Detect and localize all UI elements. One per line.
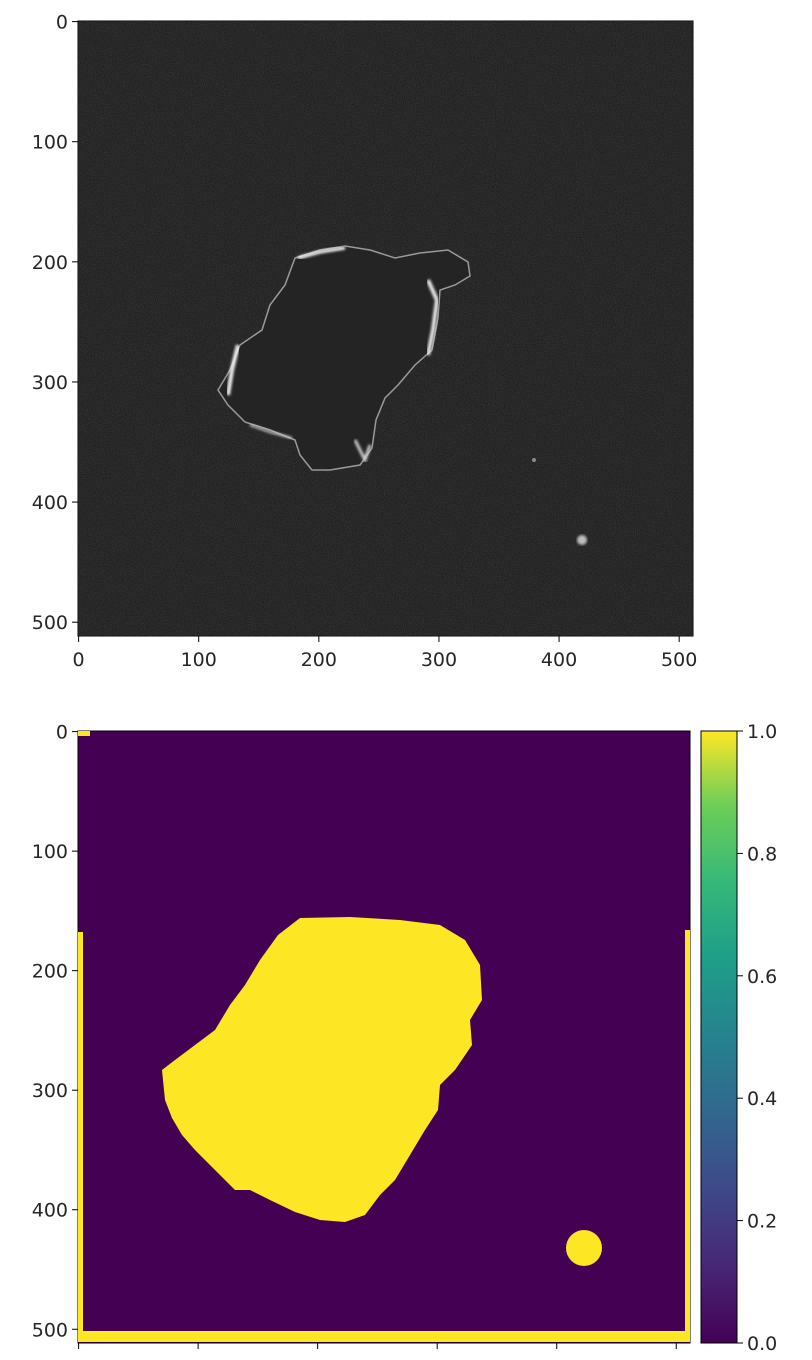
- mask-y-tick-label: 300: [32, 1080, 68, 1102]
- mask-y-tick-label: 200: [32, 961, 68, 983]
- mask-y-tick-label: 500: [32, 1319, 68, 1341]
- faint-spot: [532, 458, 536, 462]
- mask-y-axis-ticks: 0 100 200 300 400 500: [32, 722, 78, 1341]
- colorbar-tick-label: 0.2: [747, 1211, 777, 1233]
- mask-border-left: [78, 932, 83, 1342]
- colorbar: [700, 730, 738, 1344]
- small-spot: [577, 535, 587, 545]
- colorbar-ticks: 0.0 0.2 0.4 0.6 0.8 1.0: [737, 721, 777, 1355]
- image-panel: 0 100 200 300 400 500 0 100 200 300 400 500: [32, 12, 698, 671]
- mask-y-tick-label: 0: [56, 722, 68, 744]
- membrane-edge-top: [297, 246, 346, 260]
- membrane-edge-bottom: [353, 439, 372, 464]
- y-tick-label: 400: [32, 492, 68, 514]
- x-tick-label: 100: [181, 649, 217, 671]
- colorbar-tick-label: 0.6: [747, 966, 777, 988]
- mask-small-blob: [566, 1230, 602, 1266]
- membrane-edge-right: [426, 279, 440, 356]
- membrane-edge-left: [226, 344, 240, 396]
- y-axis-ticks: 0 100 200 300 400 500: [32, 12, 78, 634]
- x-tick-label: 0: [73, 649, 85, 671]
- mask-corner-top-left: [78, 731, 90, 736]
- mask-border-bottom: [78, 1331, 690, 1342]
- mask-y-tick-label: 400: [32, 1200, 68, 1222]
- mask-x-axis-ticks: [78, 1343, 677, 1349]
- colorbar-tick-label: 0.0: [747, 1333, 777, 1355]
- x-tick-label: 200: [301, 649, 337, 671]
- x-tick-label: 300: [421, 649, 457, 671]
- x-tick-label: 400: [541, 649, 577, 671]
- y-tick-label: 200: [32, 252, 68, 274]
- y-tick-label: 0: [56, 12, 68, 34]
- colorbar-tick-label: 0.4: [747, 1088, 777, 1110]
- y-tick-label: 500: [32, 612, 68, 634]
- mask-y-tick-label: 100: [32, 841, 68, 863]
- mask-border-right: [685, 930, 690, 1342]
- mask-panel: 0 100 200 300 400 500 0.0 0.2 0.4 0.6 0.8 1.0: [32, 721, 777, 1355]
- y-tick-label: 100: [32, 132, 68, 154]
- colorbar-tick-label: 1.0: [747, 721, 777, 743]
- x-axis-ticks: 0 100 200 300 400 500: [73, 636, 697, 671]
- x-tick-label: 500: [661, 649, 697, 671]
- colorbar-tick-label: 0.8: [747, 843, 777, 865]
- membrane-edge-bottom-left: [249, 424, 293, 439]
- mask-cell-blob: [162, 917, 482, 1222]
- y-tick-label: 300: [32, 372, 68, 394]
- cell-body: [217, 245, 471, 471]
